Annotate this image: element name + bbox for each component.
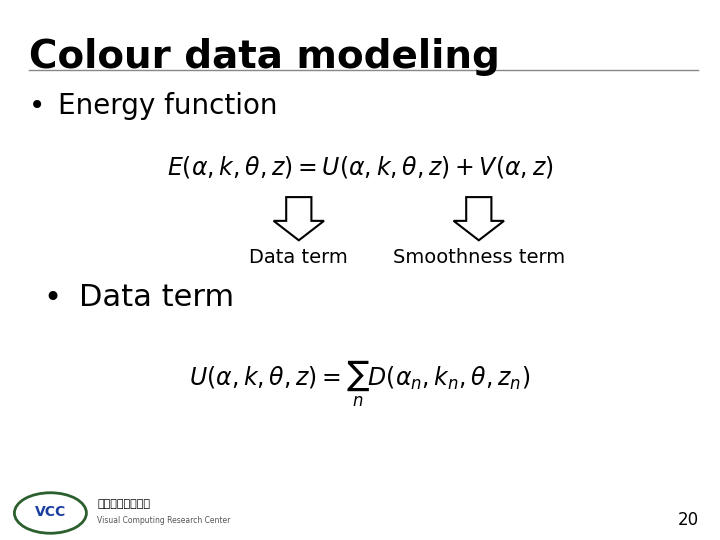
Text: VCC: VCC	[35, 505, 66, 519]
Text: $E(\alpha, k, \theta, z) = U(\alpha, k, \theta, z) + V(\alpha, z)$: $E(\alpha, k, \theta, z) = U(\alpha, k, …	[167, 154, 553, 180]
Polygon shape	[454, 197, 504, 240]
Ellipse shape	[14, 492, 86, 534]
Text: 20: 20	[678, 511, 698, 529]
Text: •: •	[43, 284, 61, 313]
Text: $U(\alpha, k, \theta, z) = \sum_{n} D(\alpha_n, k_n, \theta, z_n)$: $U(\alpha, k, \theta, z) = \sum_{n} D(\a…	[189, 359, 531, 409]
Text: Data term: Data term	[79, 284, 234, 313]
Text: •: •	[29, 92, 45, 120]
Text: Smoothness term: Smoothness term	[392, 248, 565, 267]
Text: Energy function: Energy function	[58, 92, 277, 120]
Text: Colour data modeling: Colour data modeling	[29, 38, 500, 76]
Text: Visual Computing Research Center: Visual Computing Research Center	[97, 516, 230, 525]
Text: Data term: Data term	[249, 248, 348, 267]
Polygon shape	[274, 197, 324, 240]
Text: 可视计算研究中心: 可视计算研究中心	[97, 499, 150, 509]
